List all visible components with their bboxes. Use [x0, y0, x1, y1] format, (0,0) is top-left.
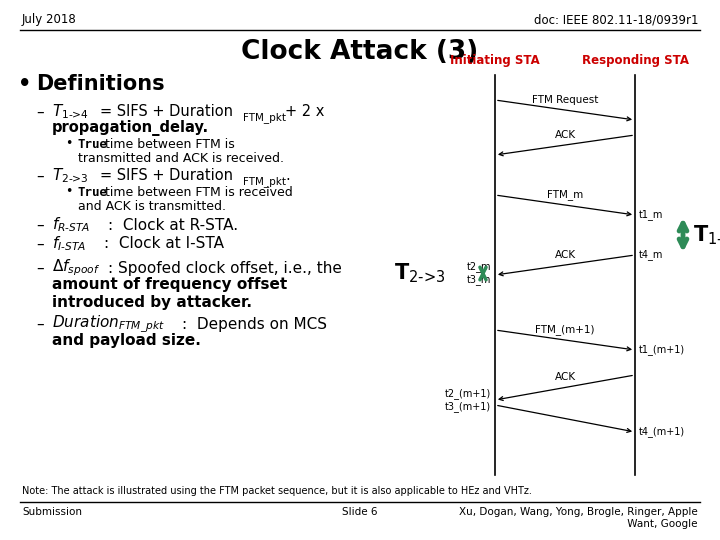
- Text: •: •: [65, 138, 73, 151]
- Text: $T_{1\text{->}4}$: $T_{1\text{->}4}$: [52, 103, 89, 122]
- Text: –: –: [36, 168, 44, 184]
- Text: ACK: ACK: [554, 373, 575, 382]
- Text: FTM Request: FTM Request: [532, 95, 598, 105]
- Text: Note: The attack is illustrated using the FTM packet sequence, but it is also ap: Note: The attack is illustrated using th…: [22, 486, 532, 496]
- Text: FTM_m: FTM_m: [547, 189, 583, 200]
- Text: t4_m: t4_m: [639, 249, 663, 260]
- Text: : Spoofed clock offset, i.e., the: : Spoofed clock offset, i.e., the: [108, 260, 342, 275]
- Text: $\Delta f_{spoof}$: $\Delta f_{spoof}$: [52, 258, 100, 278]
- Text: time between FTM is: time between FTM is: [105, 138, 235, 151]
- Text: and payload size.: and payload size.: [52, 334, 201, 348]
- Text: propagation_delay.: propagation_delay.: [52, 120, 209, 136]
- Text: Xu, Dogan, Wang, Yong, Brogle, Ringer, Apple
                         Want, Goog: Xu, Dogan, Wang, Yong, Brogle, Ringer, A…: [459, 507, 698, 529]
- Text: t3_(m+1): t3_(m+1): [445, 402, 491, 413]
- Text: Slide 6: Slide 6: [342, 507, 378, 517]
- Text: –: –: [36, 237, 44, 252]
- Text: doc: IEEE 802.11-18/0939r1: doc: IEEE 802.11-18/0939r1: [534, 14, 698, 26]
- Text: $f_{I\text{-}STA}$: $f_{I\text{-}STA}$: [52, 235, 86, 253]
- Text: t2_(m+1): t2_(m+1): [445, 389, 491, 400]
- Text: and ACK is transmitted.: and ACK is transmitted.: [78, 200, 226, 213]
- Text: t1_m: t1_m: [639, 210, 663, 220]
- Text: $T_{2\text{->}3}$: $T_{2\text{->}3}$: [52, 167, 89, 185]
- Text: + 2 x: + 2 x: [285, 105, 325, 119]
- Text: –: –: [36, 260, 44, 275]
- Text: July 2018: July 2018: [22, 14, 77, 26]
- Text: $\mathbf{T}_{2\text{->}3}$: $\mathbf{T}_{2\text{->}3}$: [394, 262, 445, 285]
- Text: –: –: [36, 316, 44, 332]
- Text: FTM_(m+1): FTM_(m+1): [535, 324, 595, 335]
- Text: Submission: Submission: [22, 507, 82, 517]
- Text: t1_(m+1): t1_(m+1): [639, 345, 685, 355]
- Text: t4_(m+1): t4_(m+1): [639, 427, 685, 437]
- Text: True: True: [78, 186, 108, 199]
- Text: :  Depends on MCS: : Depends on MCS: [182, 316, 327, 332]
- Text: = SIFS + Duration: = SIFS + Duration: [100, 105, 233, 119]
- Text: FTM_pkt: FTM_pkt: [243, 112, 286, 124]
- Text: t2_m: t2_m: [467, 261, 491, 273]
- Text: True: True: [78, 138, 108, 151]
- Text: ACK: ACK: [554, 250, 575, 260]
- Text: transmitted and ACK is received.: transmitted and ACK is received.: [78, 152, 284, 165]
- Text: Initiating STA: Initiating STA: [450, 54, 540, 67]
- Text: introduced by attacker.: introduced by attacker.: [52, 294, 252, 309]
- Text: $\mathbf{T}_{1\text{->}4}$: $\mathbf{T}_{1\text{->}4}$: [693, 223, 720, 247]
- Text: amount of frequency offset: amount of frequency offset: [52, 278, 287, 293]
- Text: Responding STA: Responding STA: [582, 54, 688, 67]
- Text: ACK: ACK: [554, 130, 575, 140]
- Text: •: •: [18, 74, 32, 94]
- Text: :  Clock at I-STA: : Clock at I-STA: [104, 237, 224, 252]
- Text: –: –: [36, 105, 44, 119]
- Text: .: .: [285, 168, 289, 184]
- Text: :  Clock at R-STA.: : Clock at R-STA.: [108, 218, 238, 233]
- Text: $f_{R\text{-}STA}$: $f_{R\text{-}STA}$: [52, 215, 91, 234]
- Text: –: –: [36, 218, 44, 233]
- Text: FTM_pkt: FTM_pkt: [243, 177, 286, 187]
- Text: •: •: [65, 186, 73, 199]
- Text: time between FTM is received: time between FTM is received: [105, 186, 293, 199]
- Text: t3_m: t3_m: [467, 274, 491, 286]
- Text: Clock Attack (3): Clock Attack (3): [241, 39, 479, 65]
- Text: $\mathit{Duration}_{FTM\_pkt}$: $\mathit{Duration}_{FTM\_pkt}$: [52, 314, 165, 334]
- Text: = SIFS + Duration: = SIFS + Duration: [100, 168, 233, 184]
- Text: Definitions: Definitions: [36, 74, 165, 94]
